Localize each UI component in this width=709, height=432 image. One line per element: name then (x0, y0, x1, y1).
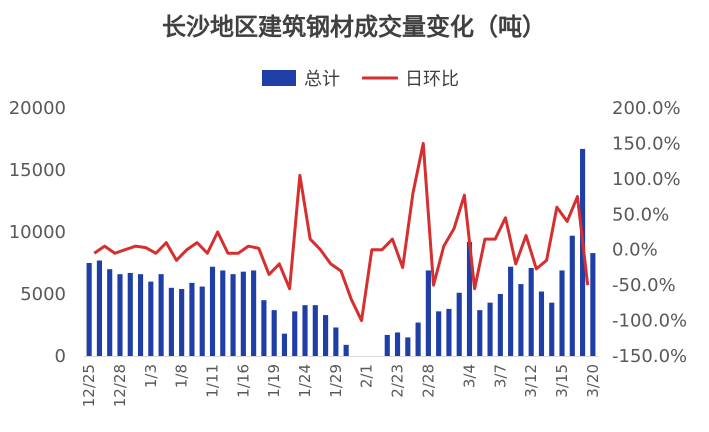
bar (189, 282, 195, 356)
chart-title: 长沙地区建筑钢材成交量变化（吨） (162, 12, 546, 41)
right-tick-label: 50.0% (612, 204, 669, 225)
bar (271, 310, 277, 356)
legend: 总计 日环比 (262, 69, 459, 90)
bar (261, 300, 267, 356)
bar (117, 274, 123, 356)
right-tick-label: 200.0% (612, 98, 681, 119)
bar (127, 272, 133, 356)
left-axis: 0 5000 10000 15000 20000 (9, 98, 66, 367)
right-axis: -150.0% -100.0% -50.0% 0.0% 50.0% 100.0% 150.0… (612, 98, 687, 367)
x-tick-label: 3/20 (584, 364, 602, 398)
bar (477, 310, 483, 356)
bar (158, 274, 164, 356)
bar (240, 271, 246, 356)
bar (528, 267, 534, 356)
bar (312, 305, 318, 356)
legend-label-line: 日环比 (405, 69, 459, 90)
bar (333, 327, 339, 356)
left-tick-label: 5000 (20, 284, 66, 305)
right-tick-label: -100.0% (612, 311, 687, 332)
bar (292, 311, 298, 356)
bar (425, 270, 431, 356)
bar (436, 311, 442, 356)
bar (415, 322, 421, 356)
x-tick-label: 2/1 (358, 364, 376, 388)
x-tick-label: 1/11 (204, 364, 222, 398)
right-tick-label: -50.0% (612, 275, 676, 296)
bar (446, 308, 452, 356)
x-tick-label: 1/24 (296, 364, 314, 398)
x-tick-label: 3/7 (491, 364, 509, 388)
right-tick-label: 0.0% (612, 240, 658, 261)
bar (549, 302, 555, 356)
bar (487, 302, 493, 356)
x-tick-label: 1/16 (234, 364, 252, 398)
x-axis: 12/25 12/28 1/3 1/8 1/11 1/16 1/19 1/24 1/29 2/1 2… (80, 356, 602, 407)
bar (209, 266, 216, 356)
x-tick-label: 3/15 (553, 364, 571, 398)
right-tick-label: 150.0% (612, 133, 681, 154)
bar (323, 315, 329, 356)
bar (394, 332, 401, 356)
bar (137, 274, 144, 356)
x-tick-label: 1/3 (142, 364, 160, 388)
bar (281, 333, 288, 356)
x-tick-label: 1/19 (265, 364, 283, 398)
left-tick-label: 10000 (9, 222, 66, 243)
left-tick-label: 15000 (9, 160, 66, 181)
left-tick-label: 0 (55, 346, 66, 367)
bar (251, 270, 257, 356)
x-tick-label: 12/28 (111, 364, 129, 407)
bar (96, 260, 102, 356)
bar (590, 253, 596, 356)
x-tick-label: 2/23 (389, 364, 407, 398)
bar (302, 305, 308, 356)
x-tick-label: 2/28 (419, 364, 437, 398)
bar (384, 334, 390, 356)
x-tick-label: 1/29 (327, 364, 345, 398)
bar (559, 270, 565, 356)
right-tick-label: 100.0% (612, 169, 681, 190)
bar (405, 337, 411, 356)
bar (343, 344, 349, 356)
x-tick-label: 3/12 (522, 364, 540, 398)
bar (230, 274, 236, 356)
bar (456, 292, 462, 356)
x-tick-label: 12/25 (80, 364, 98, 407)
legend-label-bar: 总计 (304, 69, 340, 90)
bar (107, 269, 113, 356)
x-tick-label: 3/4 (461, 364, 479, 388)
legend-swatch-bar (262, 70, 296, 86)
right-tick-label: -150.0% (612, 346, 687, 367)
bar (538, 291, 545, 356)
bar (497, 294, 503, 356)
line-series (93, 141, 590, 323)
bar (86, 263, 92, 356)
bar (518, 284, 524, 356)
bar (220, 270, 226, 356)
line-path (93, 141, 590, 323)
bar (179, 289, 185, 356)
left-tick-label: 20000 (9, 98, 66, 119)
bar (569, 235, 575, 356)
x-tick-label: 1/8 (173, 364, 191, 388)
bar (199, 286, 205, 356)
bar (148, 281, 154, 356)
bar (168, 287, 174, 356)
bar (466, 241, 473, 356)
bar (508, 266, 514, 356)
